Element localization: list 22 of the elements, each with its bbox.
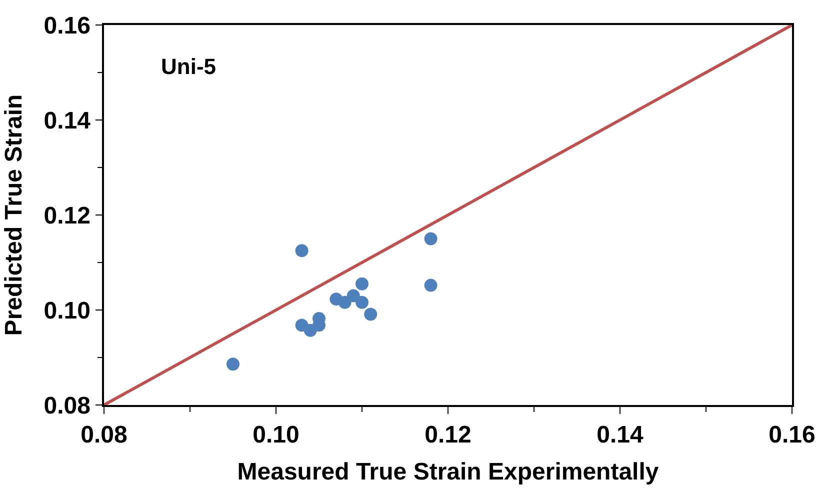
x-tick-label: 0.08 bbox=[80, 422, 128, 449]
point bbox=[226, 358, 240, 371]
annotation: Uni-5 bbox=[161, 54, 216, 79]
point bbox=[364, 308, 378, 321]
x-tick-label: 0.12 bbox=[424, 422, 472, 449]
y-axis-title: Predicted True Strain bbox=[0, 94, 28, 336]
point bbox=[356, 296, 368, 309]
y-tick-label: 0.10 bbox=[44, 297, 90, 324]
x-tick-label: 0.16 bbox=[768, 422, 816, 449]
y-tick-label: 0.12 bbox=[44, 202, 90, 230]
point bbox=[346, 289, 360, 302]
x-tick-label: 0.10 bbox=[252, 422, 300, 449]
y-tick-label: 0.16 bbox=[44, 12, 90, 40]
x-axis-title: Measured True Strain Experimentally bbox=[237, 458, 660, 486]
y-tick-label: 0.08 bbox=[44, 392, 90, 420]
point bbox=[295, 244, 308, 258]
point bbox=[424, 232, 438, 246]
y-tick-label: 0.14 bbox=[44, 107, 92, 134]
point bbox=[356, 277, 368, 290]
point bbox=[424, 278, 438, 292]
x-tick-label: 0.14 bbox=[596, 422, 644, 449]
point bbox=[338, 296, 352, 309]
